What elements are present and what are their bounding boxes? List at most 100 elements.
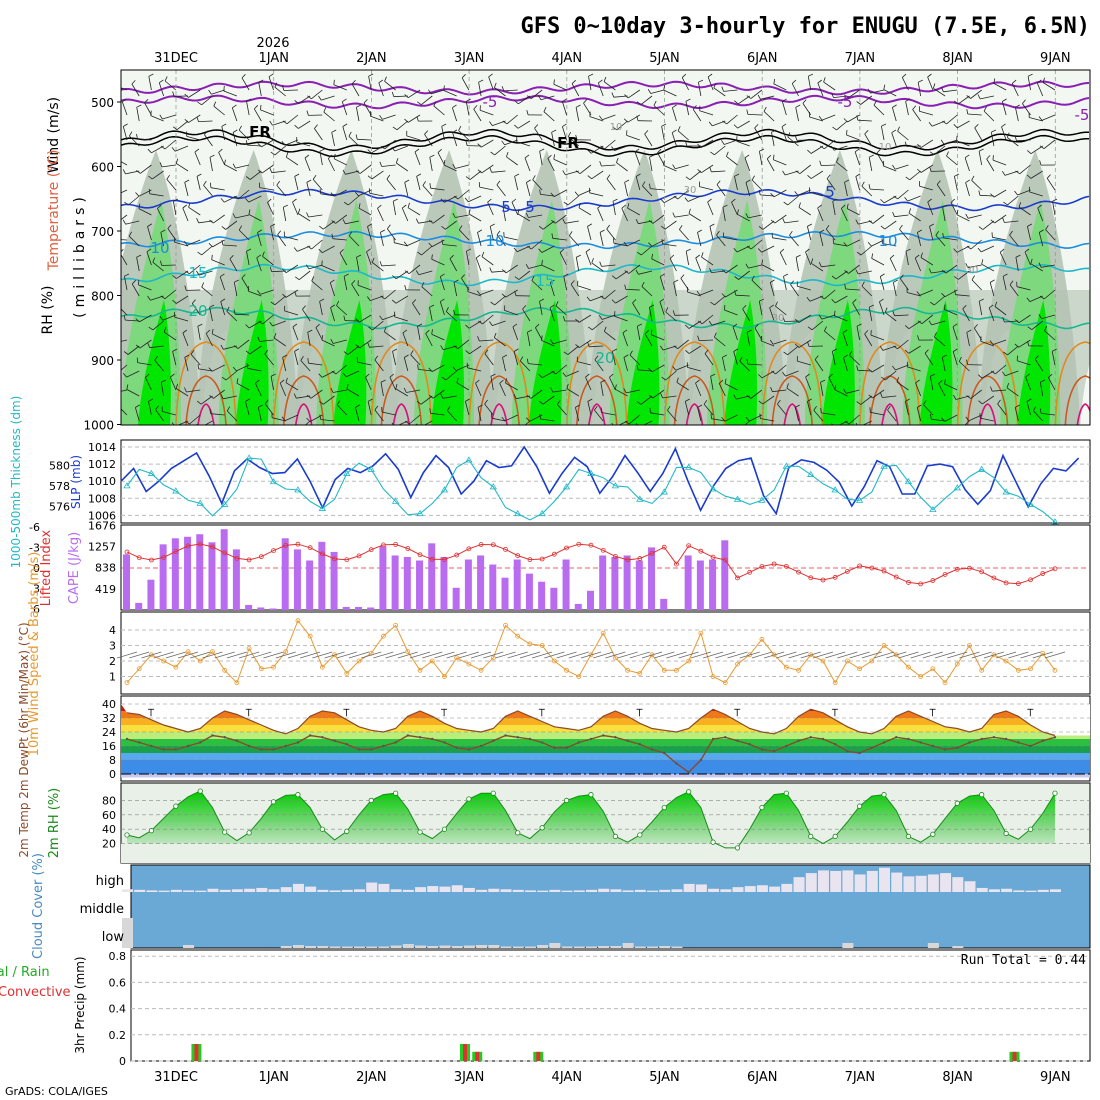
wind-barb <box>1017 360 1031 366</box>
wind-barb <box>642 185 653 197</box>
wind-barb-feather <box>1039 408 1042 414</box>
wind-barb <box>920 257 934 266</box>
wind-barb-feather <box>527 329 533 333</box>
wind-barb-feather <box>990 386 993 392</box>
wind-barb-feather <box>586 296 591 302</box>
wind-barb-feather <box>415 270 420 275</box>
wind-barb <box>627 114 641 123</box>
li-marker <box>588 542 594 548</box>
wind-barb <box>811 262 824 272</box>
wind-barb-feather <box>461 274 465 279</box>
wind-barb <box>527 332 531 347</box>
wind10-barb <box>348 651 370 659</box>
thickness-marker <box>758 496 766 503</box>
cloud-high-bar <box>366 882 378 892</box>
wind-barb-feather <box>395 158 399 164</box>
wind-barb <box>160 382 165 397</box>
wind-barb-feather <box>981 259 984 265</box>
wind-barb-feather <box>538 225 544 230</box>
wind-barb-feather <box>330 304 336 308</box>
rh2m-marker <box>588 792 594 798</box>
wind10-marker <box>234 680 240 686</box>
wind10-barb <box>397 651 418 659</box>
wind-barb <box>814 359 824 372</box>
isotherm <box>121 128 1090 152</box>
wind-barb <box>273 337 286 347</box>
wind-barb-feather <box>661 239 663 245</box>
wind-barb <box>603 81 616 91</box>
wind-barb <box>196 176 201 191</box>
wind-barb-feather <box>594 405 598 411</box>
wind-barb <box>319 301 323 316</box>
wind-barb-feather <box>950 198 955 203</box>
wind-barb-feather <box>446 406 451 411</box>
wind10-marker <box>857 666 862 672</box>
wind-barb <box>449 258 458 272</box>
bottom-date-3JAN: 3JAN <box>454 1070 485 1085</box>
rh2m-tick-60: 60 <box>102 809 116 822</box>
wind-barb-feather <box>331 233 334 239</box>
wind-barb-feather <box>210 182 212 188</box>
cloud-low-bar <box>927 943 939 948</box>
wind-barb-feather <box>526 394 532 399</box>
wind-barb <box>270 376 274 391</box>
li-marker <box>271 548 276 554</box>
wind10-barb <box>458 651 479 659</box>
wind10-marker <box>551 658 557 664</box>
wind-barb <box>145 377 152 391</box>
wind-barb <box>946 155 958 166</box>
wind-barb <box>494 145 506 156</box>
wind-barb <box>761 245 775 253</box>
isotherm-30 <box>1064 375 1090 425</box>
wind-barb-feather <box>887 405 891 411</box>
wind-barb-feather <box>927 198 932 203</box>
li-marker <box>149 557 154 563</box>
wind-barb-feather <box>597 204 602 209</box>
isotherm-25 <box>663 341 726 425</box>
cloud-high-bar <box>231 889 243 892</box>
wind-barb-feather <box>783 351 788 356</box>
wind-barb <box>564 220 579 224</box>
wind-barb-feather <box>126 384 129 390</box>
wind10-marker <box>1015 667 1021 673</box>
wind-barb <box>279 382 287 397</box>
wind-barb-feather <box>745 179 751 183</box>
wind-barb <box>283 89 298 91</box>
cloud-low-bar <box>378 946 390 948</box>
wind10-barb <box>190 651 211 659</box>
wind-barb-feather <box>221 123 227 127</box>
wind-barb-feather <box>818 314 823 320</box>
wind-barb-feather <box>695 254 700 259</box>
wind-barb <box>370 115 384 122</box>
wind-barb <box>650 188 665 191</box>
wind-barb-feather <box>461 74 466 79</box>
td2m-marker <box>711 737 715 741</box>
cape-bar <box>196 534 204 610</box>
wind-barb-feather <box>899 224 903 230</box>
wind-barb-feather <box>952 323 958 328</box>
wind-barb <box>218 152 226 166</box>
wind-barb <box>524 420 531 425</box>
wind-barb <box>838 420 848 425</box>
wind-barb <box>799 164 812 175</box>
wind-barb-feather <box>917 144 922 148</box>
wind-barb-feather <box>117 401 120 405</box>
wind-barb-feather <box>264 349 269 355</box>
wind-barb <box>746 332 751 347</box>
td2m-marker <box>492 739 495 742</box>
wind-barb-feather <box>273 333 277 339</box>
wind-barb <box>1030 170 1043 179</box>
wind-barb <box>294 176 299 191</box>
cape-bar <box>269 608 277 610</box>
wind-barb <box>248 320 262 329</box>
wind-barb <box>651 334 665 341</box>
wind-barb <box>534 127 543 141</box>
wind-barb-feather <box>965 416 970 422</box>
wind-barb-feather <box>732 323 738 328</box>
wind-barb <box>380 382 384 397</box>
cloud-low-bar <box>610 946 622 948</box>
wind-barb <box>775 364 787 375</box>
isotherm <box>121 230 1090 250</box>
wind10-barb <box>373 651 394 659</box>
wind-barb <box>549 307 555 322</box>
